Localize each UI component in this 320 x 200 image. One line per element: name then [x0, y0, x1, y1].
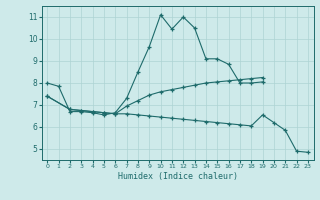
X-axis label: Humidex (Indice chaleur): Humidex (Indice chaleur)	[118, 172, 237, 181]
